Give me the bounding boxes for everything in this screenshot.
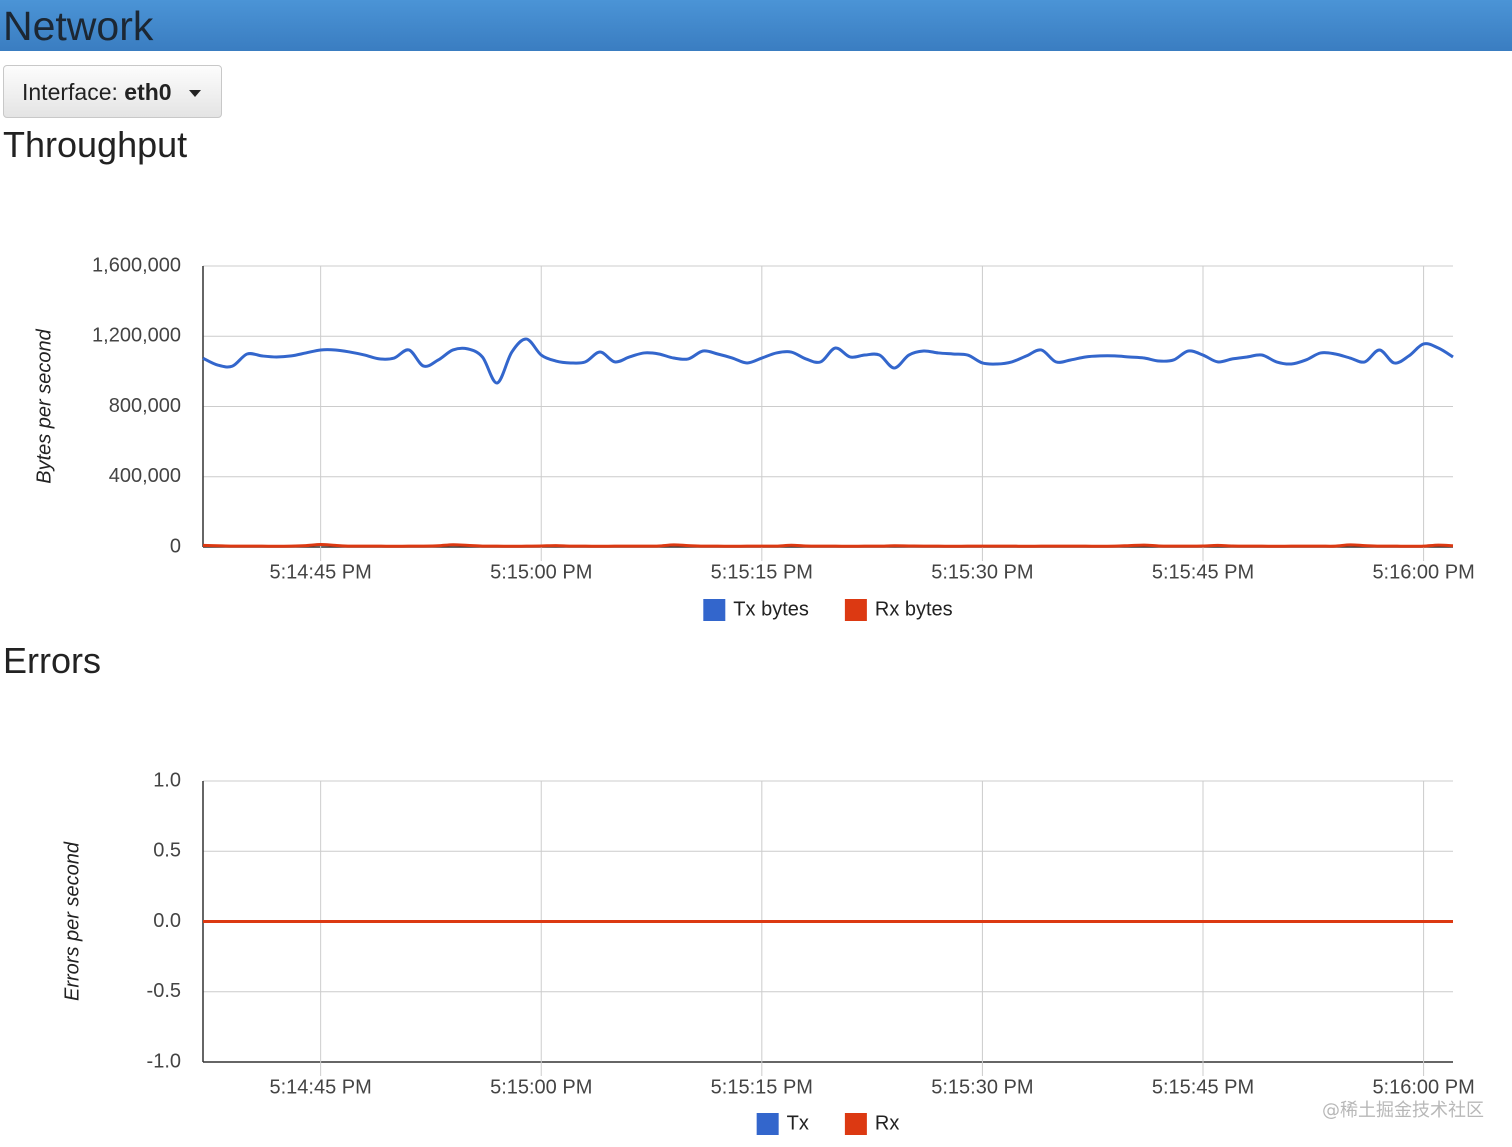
watermark: @稀土掘金技术社区 (1322, 1100, 1484, 1121)
y-axis-title: Bytes per second (33, 328, 55, 483)
y-tick-label: 1,200,000 (92, 325, 181, 347)
y-tick-label: 0.0 (153, 910, 181, 932)
section-heading: Throughput (3, 124, 188, 165)
y-tick-label: 800,000 (109, 395, 181, 417)
section-heading: Errors (3, 640, 101, 681)
x-tick-label: 5:15:15 PM (711, 561, 813, 583)
x-tick-label: 5:15:00 PM (490, 561, 592, 583)
caret (189, 90, 201, 97)
x-tick-label: 5:15:30 PM (931, 561, 1033, 583)
y-tick-label: -0.5 (147, 980, 181, 1002)
page-title: Network (3, 3, 154, 49)
x-tick-label: 5:15:45 PM (1152, 1076, 1254, 1098)
header-bar: Network (0, 0, 1512, 51)
dropdown-label: Interface: (22, 79, 118, 105)
interface-dropdown[interactable]: Interface: eth0 (3, 65, 222, 118)
x-tick-label: 5:15:45 PM (1152, 561, 1254, 583)
dropdown-value: eth0 (124, 79, 172, 105)
y-tick-label: -1.0 (147, 1050, 181, 1072)
data-line (202, 543, 1454, 548)
y-tick-label: 400,000 (109, 465, 181, 487)
legend-swatch (756, 1113, 779, 1135)
legend-label: Tx (787, 1112, 809, 1134)
legend-label: Rx bytes (875, 598, 953, 620)
y-tick-label: 1.0 (153, 769, 181, 791)
y-tick-label: 0.5 (153, 840, 181, 862)
y-axis-title: Errors per second (61, 841, 83, 1001)
x-tick-label: 5:14:45 PM (269, 1076, 371, 1098)
x-tick-label: 5:16:00 PM (1372, 1076, 1474, 1098)
legend-swatch (844, 1113, 867, 1135)
y-tick-label: 0 (170, 535, 181, 557)
x-tick-label: 5:14:45 PM (269, 561, 371, 583)
x-tick-label: 5:15:15 PM (711, 1076, 813, 1098)
legend-swatch (703, 599, 726, 621)
x-tick-label: 5:16:00 PM (1372, 561, 1474, 583)
legend-label: Rx (875, 1112, 899, 1134)
x-tick-label: 5:15:30 PM (931, 1076, 1033, 1098)
legend-label: Tx bytes (733, 598, 809, 620)
data-line (202, 337, 1454, 385)
y-tick-label: 1,600,000 (92, 254, 181, 276)
x-tick-label: 5:15:00 PM (490, 1076, 592, 1098)
legend-swatch (844, 599, 867, 621)
